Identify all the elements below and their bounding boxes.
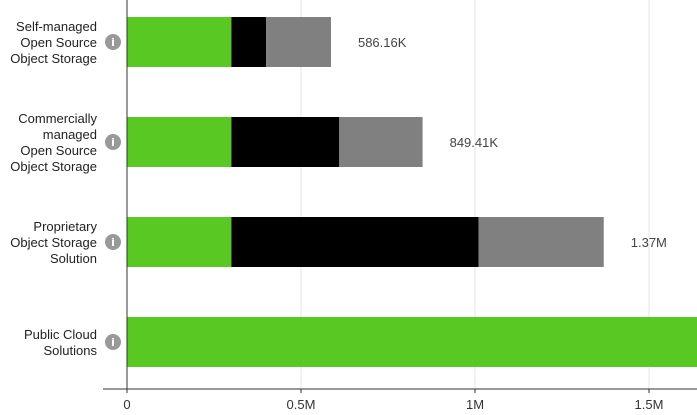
category-label: Proprietary Object Storage Solution	[10, 219, 97, 266]
x-tick-label: 1.5M	[635, 397, 664, 412]
category-label: Public Cloud Solutions	[24, 327, 97, 358]
bar-segment[interactable]	[127, 17, 232, 67]
bar-segment[interactable]	[127, 117, 232, 167]
bar-segment[interactable]	[127, 317, 697, 367]
svg-text:i: i	[111, 236, 115, 249]
bar-segment[interactable]	[231, 17, 267, 67]
svg-text:i: i	[111, 336, 115, 349]
total-label: 586.16K	[358, 35, 407, 50]
category-label: Self-managed Open Source Object Storage	[10, 19, 97, 66]
total-label: 1.37M	[631, 235, 667, 250]
bars	[127, 17, 697, 367]
bar-segment[interactable]	[478, 217, 604, 267]
x-tick-label: 0	[123, 397, 130, 412]
bar-segment[interactable]	[266, 17, 331, 67]
info-icon[interactable]: i	[105, 134, 121, 150]
category-label: Commercially managed Open Source Object Sto…	[10, 111, 97, 174]
x-tick-label: 1M	[466, 397, 484, 412]
bar-segment[interactable]	[231, 117, 340, 167]
category-labels: Self-managed Open Source Object Storage i Co…	[10, 19, 121, 358]
bar-segment[interactable]	[127, 217, 232, 267]
bar-segment[interactable]	[339, 117, 423, 167]
info-icon[interactable]: i	[105, 34, 121, 50]
svg-text:i: i	[111, 36, 115, 49]
svg-text:i: i	[111, 136, 115, 149]
x-tick-label: 0.5M	[287, 397, 316, 412]
bar-segment[interactable]	[231, 217, 479, 267]
total-label: 849.41K	[450, 135, 499, 150]
info-icon[interactable]: i	[105, 234, 121, 250]
info-icon[interactable]: i	[105, 334, 121, 350]
